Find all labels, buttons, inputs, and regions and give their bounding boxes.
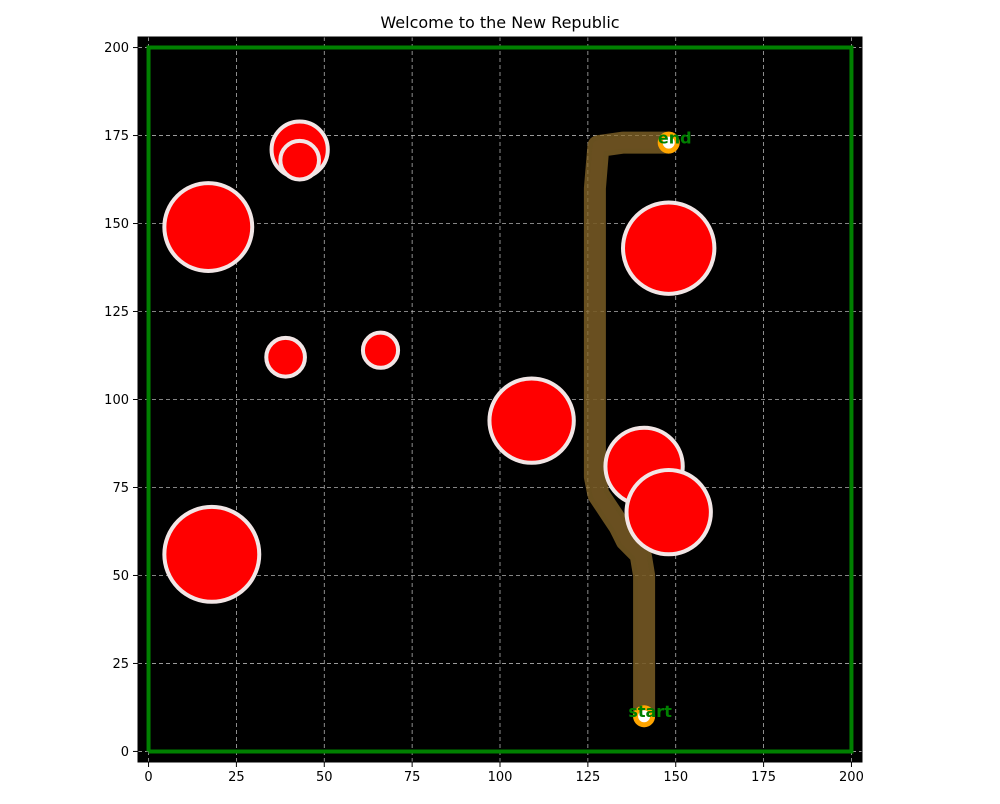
y-tick-label: 125 — [104, 305, 129, 320]
obstacle-circle — [624, 467, 713, 557]
x-tick-label: 0 — [144, 770, 152, 785]
y-tick-label: 25 — [112, 657, 129, 672]
y-tick-label: 50 — [112, 569, 129, 584]
end-marker-inner — [662, 136, 675, 149]
obstacle-circle — [621, 200, 717, 296]
obstacle-circle — [162, 181, 255, 273]
y-tick-label: 100 — [104, 393, 129, 408]
obstacle-circle — [278, 138, 321, 182]
x-tick-label: 25 — [228, 770, 245, 785]
x-tick-label: 150 — [663, 770, 688, 785]
boundary-line — [146, 45, 854, 754]
chart-title: Welcome to the New Republic — [380, 13, 619, 32]
x-tick-label: 175 — [751, 770, 776, 785]
y-tick-label: 200 — [104, 41, 129, 56]
data-layer: start end — [146, 45, 854, 754]
obstacle-circle — [487, 376, 576, 465]
tick-layer: 0 25 50 75 100 125 150 175 200 0 25 50 75 100 125 150 17… — [104, 41, 864, 785]
y-tick-label: 175 — [104, 129, 129, 144]
path-core — [588, 136, 675, 723]
x-tick-label: 100 — [488, 770, 513, 785]
y-tick-label: 150 — [104, 217, 129, 232]
x-tick-label: 125 — [575, 770, 600, 785]
obstacle-circle — [360, 330, 401, 370]
y-tick-label: 0 — [121, 745, 129, 760]
obstacle-circle — [264, 335, 307, 379]
x-tick-label: 75 — [404, 770, 421, 785]
x-tick-label: 200 — [839, 770, 864, 785]
y-tick-label: 75 — [112, 481, 129, 496]
start-label: start — [628, 702, 672, 721]
obstacle-circle — [162, 504, 262, 604]
x-tick-label: 50 — [316, 770, 333, 785]
end-label: end — [658, 129, 692, 148]
start-marker-inner — [638, 710, 651, 723]
